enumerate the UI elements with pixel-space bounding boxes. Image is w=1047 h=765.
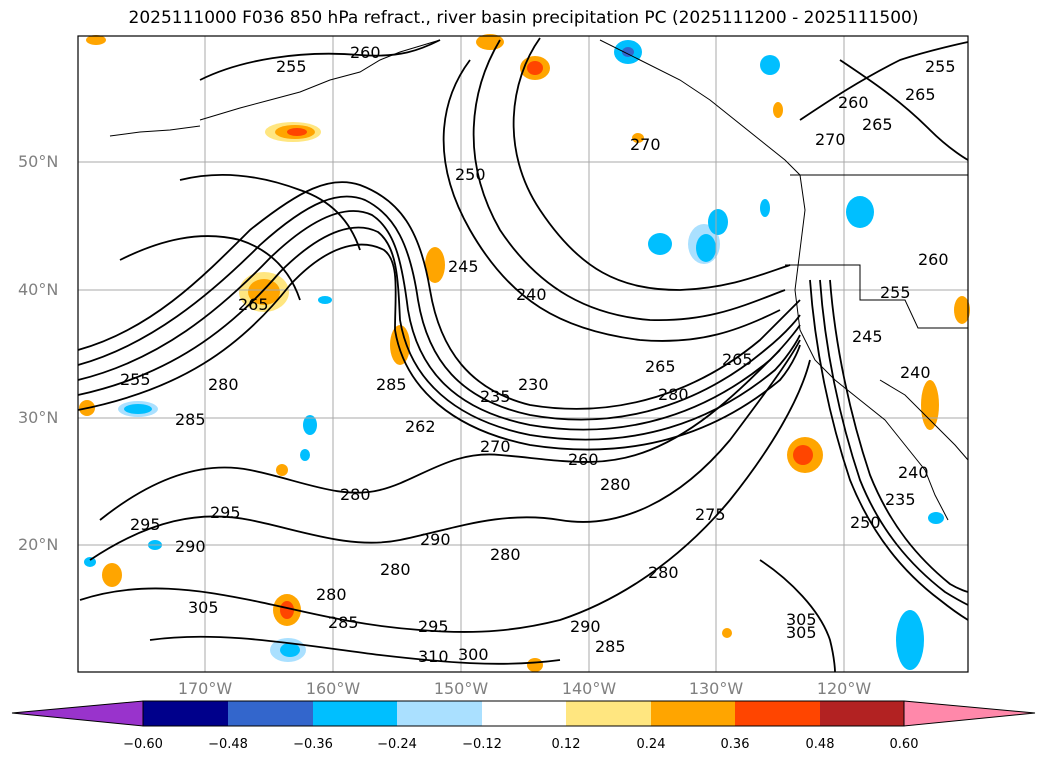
contour-label: 280: [316, 585, 347, 604]
contour-label: 255: [925, 57, 956, 76]
contour-label: 265: [238, 295, 269, 314]
contour-label: 275: [695, 505, 726, 524]
contour-label: 265: [722, 350, 753, 369]
lon-label-160w: 160°W: [305, 679, 361, 698]
contour-lines: [77, 37, 969, 673]
contour-label: 240: [516, 285, 547, 304]
colorbar-segment: [313, 701, 397, 726]
contour-label: 300: [458, 645, 489, 664]
contour-label: 265: [645, 357, 676, 376]
contour-label: 265: [862, 115, 893, 134]
map-background: [78, 36, 968, 672]
colorbar-tick: 0.24: [636, 737, 666, 752]
colorbar-tick: −0.24: [377, 737, 417, 752]
colorbar-tick: −0.12: [462, 737, 502, 752]
contour-label: 250: [455, 165, 486, 184]
contour-label: 295: [210, 503, 241, 522]
colorbar-tick: 0.36: [720, 737, 750, 752]
contour-label: 280: [490, 545, 521, 564]
colorbar-segment: [566, 701, 651, 726]
contour-label: 305: [786, 610, 817, 629]
colorbar-segment: [228, 701, 313, 726]
colorbar-max-extension: [903, 700, 1036, 727]
contour-label: 280: [648, 563, 679, 582]
contour-label: 230: [518, 375, 549, 394]
contour-label: 250: [850, 513, 881, 532]
contour-label: 270: [630, 135, 661, 154]
colorbar-segment: [397, 701, 482, 726]
colorbar-tick: 0.12: [551, 737, 581, 752]
lon-label-120w: 120°W: [816, 679, 872, 698]
colorbar: [11, 700, 1036, 727]
contour-label-group: 255 260 255 265 260 265 270 270 250 245 …: [120, 43, 956, 666]
contour-label: 290: [570, 617, 601, 636]
contour-label: 270: [480, 437, 511, 456]
contour-label: 255: [880, 283, 911, 302]
contour-label: 285: [376, 375, 407, 394]
colorbar-tick: −0.48: [208, 737, 248, 752]
contour-label: 285: [595, 637, 626, 656]
contour-label: 290: [175, 537, 206, 556]
contour-label: 290: [420, 530, 451, 549]
colorbar-tick: −0.36: [293, 737, 333, 752]
contour-label: 280: [600, 475, 631, 494]
contour-label: 245: [852, 327, 883, 346]
colorbar-segment: [820, 701, 904, 726]
colorbar-tick: 0.48: [805, 737, 835, 752]
contour-label: 235: [885, 490, 916, 509]
contour-label: 310: [418, 647, 449, 666]
lat-label-30n: 30°N: [18, 408, 59, 427]
lon-label-150w: 150°W: [433, 679, 489, 698]
contour-label: 255: [276, 57, 307, 76]
contour-label: 260: [918, 250, 949, 269]
contour-label: 285: [175, 410, 206, 429]
contour-label: 280: [340, 485, 371, 504]
contour-label: 260: [838, 93, 869, 112]
lat-label-40n: 40°N: [18, 280, 59, 299]
contour-label: 280: [658, 385, 689, 404]
colorbar-segment: [651, 701, 735, 726]
contour-label: 260: [350, 43, 381, 62]
contour-label: 280: [380, 560, 411, 579]
contour-label: 262: [405, 417, 436, 436]
contour-label: 245: [448, 257, 479, 276]
contour-label: 240: [900, 363, 931, 382]
map-frame: [77, 35, 969, 673]
contour-label: 270: [815, 130, 846, 149]
colorbar-tick: −0.60: [123, 737, 163, 752]
colorbar-tick: 0.60: [889, 737, 919, 752]
colorbar-min-extension: [11, 700, 144, 727]
contour-label: 255: [120, 370, 151, 389]
coastlines: [109, 39, 969, 521]
colorbar-segment: [143, 701, 228, 726]
contour-label: 235: [480, 387, 511, 406]
contour-label: 305: [786, 623, 817, 642]
lat-label-20n: 20°N: [18, 535, 59, 554]
lon-label-140w: 140°W: [561, 679, 617, 698]
contour-label: 305: [188, 598, 219, 617]
contour-label: 295: [130, 515, 161, 534]
lon-label-130w: 130°W: [688, 679, 744, 698]
colorbar-segment: [482, 701, 566, 726]
contour-label: 295: [418, 617, 449, 636]
lat-label-50n: 50°N: [18, 152, 59, 171]
lon-label-170w: 170°W: [177, 679, 233, 698]
contour-label: 260: [568, 450, 599, 469]
contour-label: 285: [328, 613, 359, 632]
contour-label: 240: [898, 463, 929, 482]
graticule: [78, 36, 968, 672]
contour-label: 265: [905, 85, 936, 104]
map-title: 2025111000 F036 850 hPa refract., river …: [128, 8, 919, 28]
colorbar-segment: [735, 701, 820, 726]
precip-shading: [79, 34, 970, 672]
colorbar-frame: [142, 700, 905, 727]
contour-label: 280: [208, 375, 239, 394]
